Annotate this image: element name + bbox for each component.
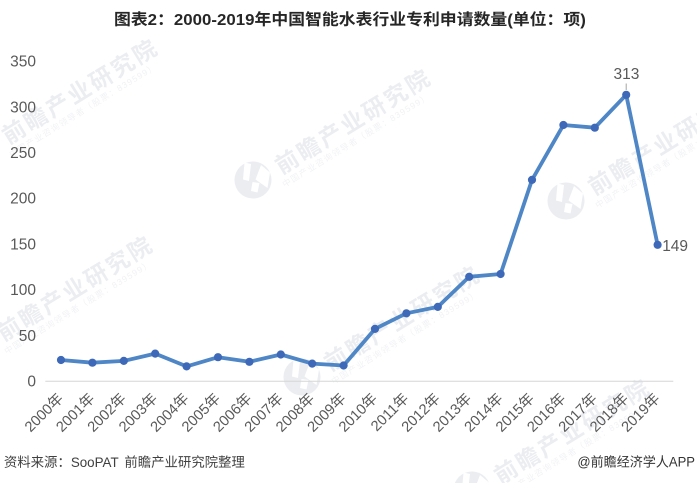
svg-text:@: @ (577, 454, 590, 469)
svg-text:SooPAT: SooPAT (71, 455, 119, 470)
svg-text:APP: APP (669, 454, 695, 469)
svg-text:100: 100 (10, 282, 36, 299)
svg-text:250: 250 (10, 145, 36, 162)
svg-text:200: 200 (10, 191, 36, 208)
svg-text:313: 313 (613, 66, 639, 83)
svg-text:149: 149 (662, 238, 688, 255)
svg-text:150: 150 (10, 237, 36, 254)
svg-text:50: 50 (19, 328, 37, 345)
svg-text:(: ( (507, 11, 513, 29)
svg-text:): ) (580, 11, 586, 29)
svg-text:350: 350 (10, 54, 36, 71)
svg-text:0: 0 (27, 374, 36, 391)
svg-text:2: 2 (148, 11, 157, 29)
svg-text:2000-2019: 2000-2019 (174, 11, 255, 29)
svg-text:300: 300 (10, 99, 36, 116)
